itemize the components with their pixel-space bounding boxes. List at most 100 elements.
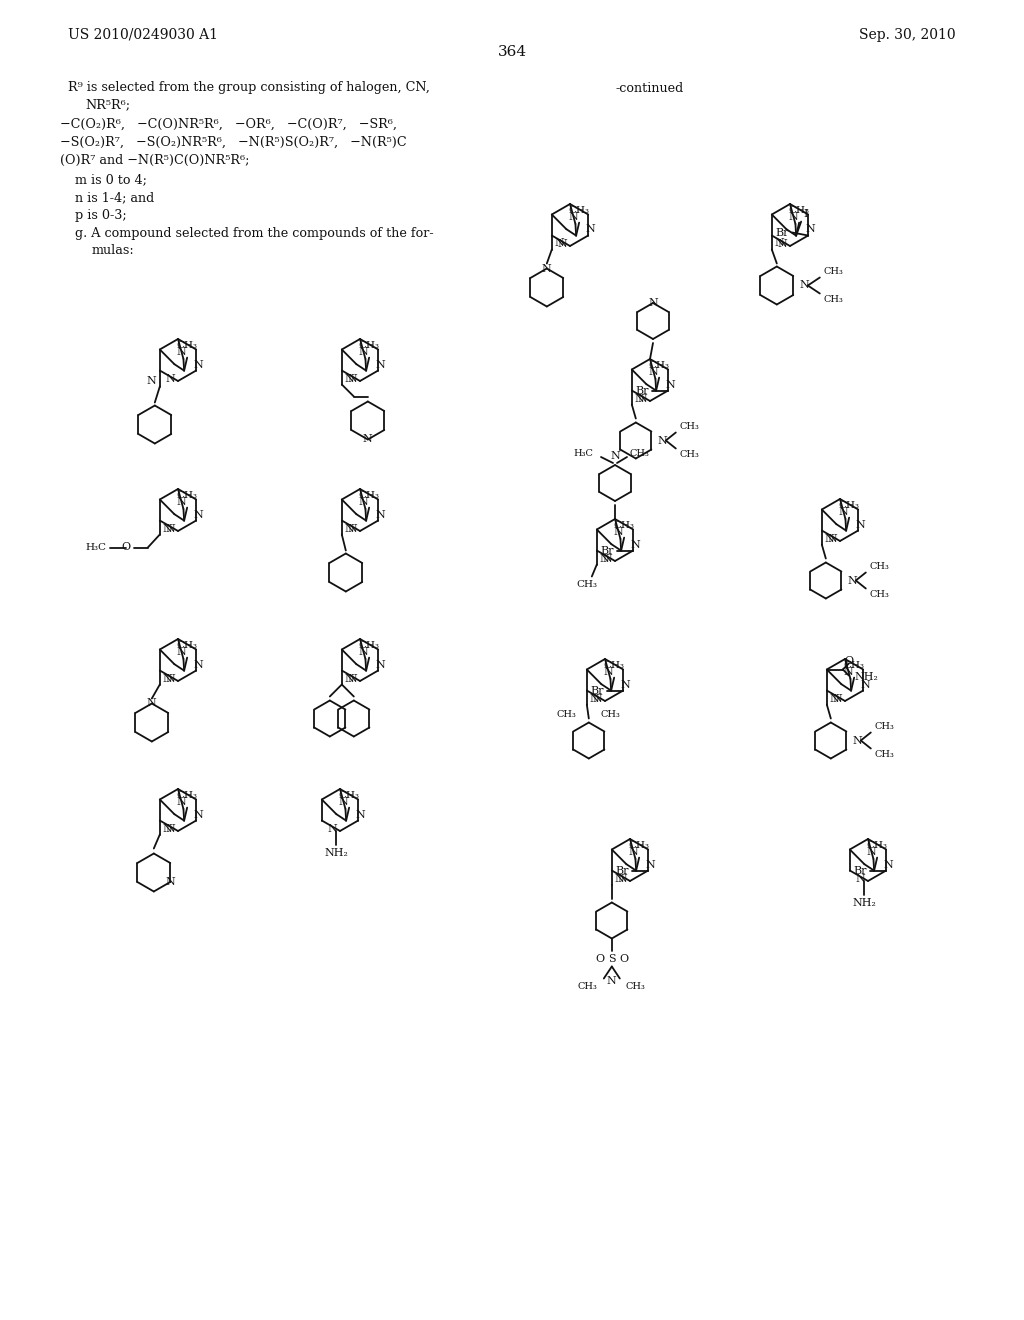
Text: N: N (848, 576, 857, 586)
Text: N: N (800, 281, 810, 290)
Text: Br: Br (775, 227, 788, 238)
Text: O: O (844, 656, 853, 667)
Text: CH₃: CH₃ (577, 579, 597, 589)
Text: N: N (165, 374, 175, 384)
Text: CH₃: CH₃ (680, 450, 699, 459)
Text: N: N (194, 510, 203, 520)
Text: N: N (176, 347, 186, 356)
Text: N: N (631, 540, 640, 549)
Text: N: N (163, 524, 173, 533)
Text: N: N (645, 859, 655, 870)
Text: N: N (146, 698, 157, 709)
Text: CH₃: CH₃ (839, 500, 859, 510)
Text: N: N (788, 213, 799, 222)
Text: N: N (648, 298, 657, 308)
Text: N: N (542, 264, 552, 273)
Text: N: N (362, 434, 373, 445)
Text: N: N (829, 693, 840, 704)
Text: N: N (629, 847, 638, 857)
Text: H₃C: H₃C (85, 543, 106, 552)
Text: NH₂: NH₂ (852, 898, 876, 908)
Text: N: N (339, 797, 348, 807)
Text: N: N (163, 673, 173, 684)
Text: N: N (855, 520, 865, 529)
Text: CH₃: CH₃ (844, 660, 864, 669)
Text: NR⁵R⁶;: NR⁵R⁶; (85, 99, 130, 111)
Text: N: N (827, 535, 837, 544)
Text: S: S (608, 953, 615, 964)
Text: N: N (884, 859, 893, 870)
Text: m is 0 to 4;: m is 0 to 4; (75, 173, 146, 186)
Text: N: N (163, 824, 173, 833)
Text: CH₃: CH₃ (648, 360, 670, 370)
Text: N: N (176, 496, 186, 507)
Text: N: N (347, 524, 357, 535)
Text: N: N (844, 667, 853, 677)
Text: N: N (358, 347, 369, 356)
Text: R⁹ is selected from the group consisting of halogen, CN,: R⁹ is selected from the group consisting… (68, 82, 430, 95)
Text: CH₃: CH₃ (176, 491, 198, 500)
Text: CH₃: CH₃ (874, 750, 895, 759)
Text: N: N (600, 553, 609, 564)
Text: Br: Br (636, 385, 649, 396)
Text: N: N (805, 224, 815, 235)
Text: N: N (615, 874, 625, 883)
Text: N: N (376, 510, 385, 520)
Text: N: N (557, 239, 567, 249)
Text: N: N (345, 524, 354, 533)
Text: N: N (657, 436, 668, 446)
Text: N: N (358, 647, 369, 657)
Text: N: N (666, 380, 675, 389)
Text: N: N (586, 224, 595, 235)
Text: CH₃: CH₃ (788, 206, 810, 215)
Text: N: N (166, 876, 175, 887)
Text: N: N (637, 393, 647, 404)
Text: N: N (347, 374, 357, 384)
Text: Br: Br (853, 866, 867, 875)
Text: CH₃: CH₃ (680, 422, 699, 432)
Text: CH₃: CH₃ (176, 341, 198, 350)
Text: N: N (825, 533, 835, 544)
Text: N: N (602, 554, 612, 564)
Text: CH₃: CH₃ (613, 520, 635, 529)
Text: N: N (194, 660, 203, 669)
Text: N: N (777, 239, 786, 249)
Text: US 2010/0249030 A1: US 2010/0249030 A1 (68, 28, 218, 42)
Text: N: N (866, 847, 877, 857)
Text: CH₃: CH₃ (874, 722, 895, 731)
Text: N: N (376, 660, 385, 669)
Text: CH₃: CH₃ (578, 982, 598, 991)
Text: N: N (607, 975, 616, 986)
Text: N: N (590, 693, 600, 704)
Text: N: N (194, 359, 203, 370)
Text: CH₃: CH₃ (557, 710, 577, 719)
Text: N: N (376, 359, 385, 370)
Text: N: N (635, 393, 645, 404)
Text: N: N (621, 680, 630, 689)
Text: CH₃: CH₃ (824, 267, 844, 276)
Text: N: N (860, 680, 870, 689)
Text: N: N (194, 809, 203, 820)
Text: N: N (853, 735, 862, 746)
Text: N: N (775, 239, 784, 248)
Text: N: N (855, 874, 865, 884)
Text: CH₃: CH₃ (869, 590, 890, 599)
Text: N: N (345, 673, 354, 684)
Text: N: N (165, 524, 175, 535)
Text: CH₃: CH₃ (601, 710, 621, 719)
Text: Br: Br (591, 685, 604, 696)
Text: CH₃: CH₃ (339, 791, 359, 800)
Text: O: O (595, 953, 604, 964)
Text: Br: Br (600, 545, 614, 556)
Text: N: N (839, 507, 848, 517)
Text: −C(O₂)R⁶,   −C(O)NR⁵R⁶,   −OR⁶,   −C(O)R⁷,   −SR⁶,: −C(O₂)R⁶, −C(O)NR⁵R⁶, −OR⁶, −C(O)R⁷, −SR… (60, 117, 397, 131)
Text: O: O (121, 543, 130, 553)
Text: N: N (358, 496, 369, 507)
Text: Br: Br (615, 866, 629, 875)
Text: NH₂: NH₂ (855, 672, 879, 682)
Text: N: N (146, 375, 157, 385)
Text: CH₃: CH₃ (824, 294, 844, 304)
Text: p is 0-3;: p is 0-3; (75, 209, 127, 222)
Text: N: N (833, 694, 842, 704)
Text: N: N (165, 824, 175, 834)
